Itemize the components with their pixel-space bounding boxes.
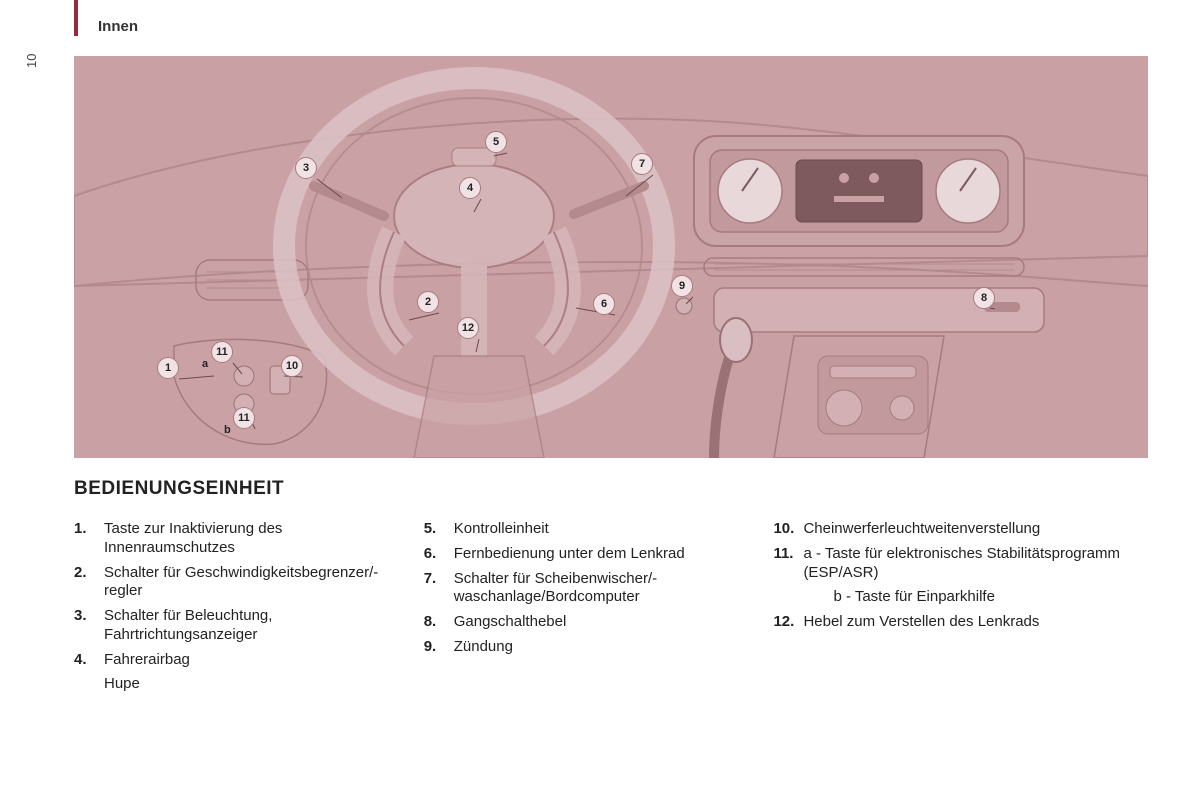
callout-4: 4 [459,177,481,199]
callout-7: 7 [631,153,653,175]
legend-item-text: Hupe [104,675,400,694]
legend-item: 6.Fernbedienung unter dem Lenkrad [424,545,750,564]
legend-item-number: 2. [74,564,104,602]
legend-item: Hupe [74,675,400,694]
callout-10: 10 [281,355,303,377]
callout-5: 5 [485,131,507,153]
legend-item-number: 8. [424,613,454,632]
callout-1: 1 [157,357,179,379]
legend-item: 8.Gangschalthebel [424,613,750,632]
legend-item: 3.Schalter für Beleuchtung, Fahrtrichtun… [74,607,400,645]
legend-columns: 1.Taste zur Inaktivierung des Innenraums… [74,520,1148,700]
legend-item-number: 10. [773,520,803,539]
dashboard-diagram: 12345678910111112ab [74,56,1148,458]
legend-item: 10.Cheinwerferleuchtweitenverstellung [773,520,1148,539]
legend-item: 11.a - Taste für elektronisches Stabilit… [773,545,1148,583]
legend-item: 1.Taste zur Inaktivierung des Innenraums… [74,520,400,558]
legend-col-3: 10.Cheinwerferleuchtweitenverstellung11.… [773,520,1148,700]
legend-item: 2.Schalter für Geschwindigkeitsbegrenzer… [74,564,400,602]
legend-item-number: 9. [424,638,454,657]
callout-2: 2 [417,291,439,313]
legend-item-number: 3. [74,607,104,645]
legend-item-text: Gangschalthebel [454,613,750,632]
legend-item-text: Hebel zum Verstellen des Lenkrads [803,613,1148,632]
legend-item-number [74,675,104,694]
page-title: BEDIENUNGSEINHEIT [74,478,284,500]
callout-sublabel-a: a [202,358,208,370]
legend-item-number: 4. [74,651,104,670]
legend-item-text: Zündung [454,638,750,657]
legend-item-text: b - Taste für Einparkhilfe [833,588,1148,607]
callout-6: 6 [593,293,615,315]
legend-item: 4.Fahrerairbag [74,651,400,670]
legend-item-text: Kontrolleinheit [454,520,750,539]
callout-sublabel-b: b [224,424,231,436]
section-label: Innen [98,18,138,35]
legend-item-text: Schalter für Scheibenwischer/-waschanlag… [454,570,750,608]
legend-col-1: 1.Taste zur Inaktivierung des Innenraums… [74,520,400,700]
legend-item-number: 1. [74,520,104,558]
legend-item-number: 12. [773,613,803,632]
callout-8: 8 [973,287,995,309]
callout-12: 12 [457,317,479,339]
legend-item-number: 11. [773,545,803,583]
legend-item: b - Taste für Einparkhilfe [803,588,1148,607]
callout-3: 3 [295,157,317,179]
legend-item-text: a - Taste für elektronisches Stabilitäts… [803,545,1148,583]
legend-item: 7.Schalter für Scheibenwischer/-waschanl… [424,570,750,608]
legend-item-text: Taste zur Inaktivierung des Innenraumsch… [104,520,400,558]
legend-item: 5.Kontrolleinheit [424,520,750,539]
legend-item: 12.Hebel zum Verstellen des Lenkrads [773,613,1148,632]
legend-item-number: 5. [424,520,454,539]
legend-item-number [803,588,833,607]
legend-item-text: Fahrerairbag [104,651,400,670]
page-number: 10 [24,54,39,68]
dashboard-svg [74,56,1148,458]
legend-item-text: Schalter für Beleuchtung, Fahrtrichtungs… [104,607,400,645]
legend-item-number: 6. [424,545,454,564]
legend-item: 9.Zündung [424,638,750,657]
callout-11: 11 [211,341,233,363]
legend-item-text: Schalter für Geschwindigkeitsbegrenzer/-… [104,564,400,602]
section-tab [74,0,78,36]
callout-9: 9 [671,275,693,297]
legend-item-text: Fernbedienung unter dem Lenkrad [454,545,750,564]
legend-item-text: Cheinwerferleuchtweitenverstellung [803,520,1148,539]
legend-col-2: 5.Kontrolleinheit6.Fernbedienung unter d… [424,520,750,700]
callout-11: 11 [233,407,255,429]
legend-item-number: 7. [424,570,454,608]
